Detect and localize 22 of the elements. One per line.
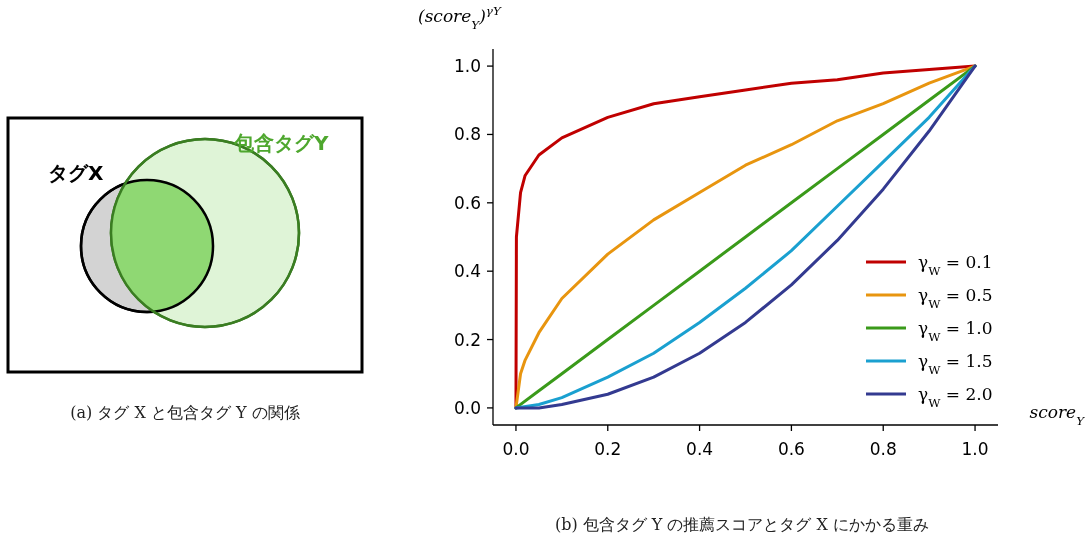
x-tick-label: 0.2 bbox=[594, 439, 622, 459]
y-tick-label: 0.2 bbox=[453, 329, 481, 350]
y-tick-label: 0.4 bbox=[453, 261, 481, 282]
y-tick-label: 1.0 bbox=[453, 56, 481, 77]
text: タグX bbox=[48, 161, 104, 185]
y-tick-label: 0.8 bbox=[453, 124, 481, 145]
text: (a) タグ X と包含タグ Y の関係 bbox=[70, 403, 300, 422]
x-tick-label: 0.0 bbox=[502, 439, 530, 459]
x-tick-label: 0.8 bbox=[869, 439, 897, 459]
legend-label: γ$_{W}$ = 0.5 bbox=[918, 285, 993, 311]
y-tick-label: 0.0 bbox=[453, 397, 481, 418]
legend-label: γ$_{W}$ = 0.1 bbox=[918, 252, 993, 278]
legend-label: γ$_{W}$ = 1.5 bbox=[918, 351, 993, 377]
legend-label: γ$_{W}$ = 1.0 bbox=[918, 318, 993, 344]
y-axis-title: (score$_{Y}$)$^{γY}$ bbox=[418, 4, 502, 32]
legend-label: γ$_{W}$ = 2.0 bbox=[918, 384, 993, 410]
y-tick-label: 0.6 bbox=[453, 192, 481, 213]
x-tick-label: 1.0 bbox=[961, 439, 989, 459]
x-axis-title: score$_{Y}$ bbox=[1029, 402, 1086, 428]
x-tick-label: 0.6 bbox=[777, 439, 805, 459]
x-tick-label: 0.4 bbox=[686, 439, 714, 459]
text: (b) 包含タグ Y の推薦スコアとタグ X にかかる重み bbox=[554, 515, 930, 534]
